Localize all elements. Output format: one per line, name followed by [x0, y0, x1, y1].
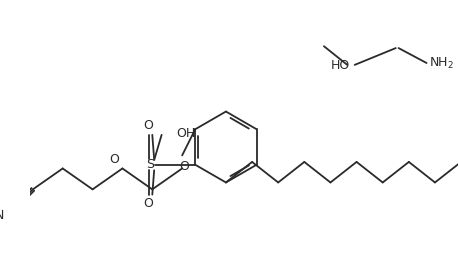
- Text: N: N: [0, 209, 5, 222]
- Text: OH: OH: [177, 127, 196, 139]
- Text: S: S: [146, 158, 154, 171]
- Text: HO: HO: [331, 59, 350, 72]
- Text: O: O: [144, 119, 153, 132]
- Text: NH$_2$: NH$_2$: [429, 55, 454, 70]
- Text: O: O: [144, 197, 153, 210]
- Text: O: O: [109, 153, 119, 166]
- Text: O: O: [179, 160, 189, 173]
